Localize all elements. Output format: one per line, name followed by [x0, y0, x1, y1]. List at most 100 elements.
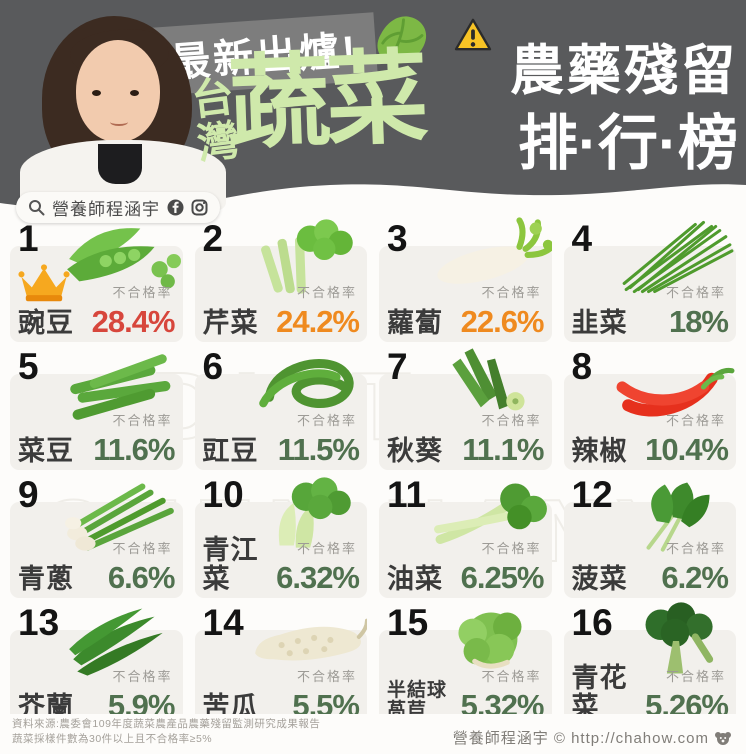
rank-cell-4: 4 不合格率 韭菜 18%: [563, 214, 736, 342]
rank-cell-12: 12 不合格率 菠菜 6.2%: [563, 470, 736, 598]
rate-label: 不合格率: [296, 541, 357, 556]
rank-number: 8: [571, 346, 593, 387]
header: 最新出爐! 台灣 蔬菜 農藥殘留 排·行·榜 營養師程涵宇: [0, 0, 746, 223]
broccoli-icon: [645, 602, 714, 674]
spinach-icon: [646, 482, 710, 552]
vegetable-name: 韭菜: [571, 307, 628, 338]
rape-icon: [433, 483, 547, 545]
rate-label: 不合格率: [481, 413, 542, 428]
rank-number: 1: [18, 218, 39, 259]
rate-label: 不合格率: [481, 541, 542, 556]
title-pesticide-residue: 農藥殘留: [510, 41, 738, 101]
rank-cell-1: 1 不合格率 豌豆 28.4%: [10, 214, 183, 342]
search-pill[interactable]: 營養師程涵宇: [16, 192, 220, 223]
source-line-2: 蔬菜採樣件數為30件以上且不合格率≥5%: [12, 733, 213, 746]
vegetable-card: 16 不合格率 青花菜 5.26%: [563, 602, 736, 726]
vegetable-card: 8 不合格率 辣椒 10.4%: [563, 348, 736, 470]
vegetable-card: 1 不合格率 豌豆 28.4%: [10, 220, 183, 342]
rank-cell-11: 11 不合格率 油菜 6.25%: [379, 470, 552, 598]
rate-label: 不合格率: [665, 669, 726, 684]
vegetable-card: 10 不合格率 青江菜 6.32%: [194, 476, 367, 598]
credit-line[interactable]: 營養師程涵宇 © http://chahow.com: [453, 727, 732, 748]
facebook-icon[interactable]: [167, 199, 184, 216]
vegetable-name: 菜豆: [18, 435, 74, 466]
rate-label: 不合格率: [296, 285, 357, 300]
vegetable-name: 豇豆: [202, 435, 259, 466]
rank-number: 12: [571, 474, 613, 515]
footer: 資料來源:農委會109年度蔬菜農產品農藥殘留監測研究成果報告 蔬菜採樣件數為30…: [0, 714, 746, 754]
vegetable-card: 6 不合格率 豇豆 11.5%: [194, 348, 367, 470]
vegetable-card: 3 不合格率 蘿蔔 22.6%: [379, 217, 552, 342]
rank-cell-2: 2 不合格率 芹菜 24.2%: [194, 214, 367, 342]
radish-icon: [436, 217, 552, 284]
rank-cell-10: 10 不合格率 青江菜 6.32%: [194, 470, 367, 598]
rate-value: 10.4%: [645, 432, 729, 467]
vegetable-name: 芹菜: [202, 307, 259, 338]
bok-choy-icon: [278, 477, 351, 548]
vegetable-name: 秋葵: [387, 435, 443, 466]
rate-value: 24.2%: [276, 304, 360, 339]
kale-icon: [68, 608, 163, 676]
rank-cell-15: 15 不合格率 半結球 萵苣 5.32%: [379, 598, 552, 726]
rank-number: 6: [202, 346, 224, 387]
rank-number: 11: [387, 474, 427, 515]
vegetable-card: 15 不合格率 半結球 萵苣 5.32%: [379, 604, 552, 726]
rank-cell-3: 3 不合格率 蘿蔔 22.6%: [379, 214, 552, 342]
vegetable-card: 13 不合格率 芥蘭 5.9%: [10, 604, 183, 726]
rank-number: 13: [18, 602, 60, 643]
ranking-grid-section: DIET CHEN HANY 1 不合格率 豌豆: [0, 212, 746, 726]
rate-label: 不合格率: [112, 413, 173, 428]
instagram-icon[interactable]: [191, 199, 208, 216]
pea-icon: [66, 228, 181, 289]
vegetable-name: 辣椒: [571, 435, 628, 466]
vegetable-card: 9 不合格率 青蔥 6.6%: [10, 476, 183, 598]
rank-number: 7: [387, 346, 408, 387]
rate-label: 不合格率: [296, 413, 357, 428]
search-icon: [29, 200, 45, 216]
rank-number: 10: [202, 474, 244, 515]
crown-icon: [18, 264, 70, 302]
rate-label: 不合格率: [481, 669, 542, 684]
rank-cell-13: 13 不合格率 芥蘭 5.9%: [10, 598, 183, 726]
rate-label: 不合格率: [481, 285, 542, 300]
rate-label: 不合格率: [296, 669, 357, 684]
celery-icon: [261, 219, 353, 294]
vegetable-card: 2 不合格率 芹菜 24.2%: [194, 219, 367, 342]
rate-value: 11.1%: [462, 432, 544, 467]
rank-cell-6: 6 不合格率 豇豆 11.5%: [194, 342, 367, 470]
dog-icon: [715, 731, 731, 745]
rank-number: 16: [571, 602, 613, 643]
rate-value: 11.6%: [93, 432, 175, 467]
rank-cell-16: 16 不合格率 青花菜 5.26%: [563, 598, 736, 726]
rate-label: 不合格率: [112, 541, 173, 556]
rate-value: 6.6%: [107, 560, 176, 595]
vegetable-name: 青花菜: [571, 663, 628, 722]
rate-label: 不合格率: [665, 413, 726, 428]
search-text: 營養師程涵宇: [52, 200, 160, 219]
warning-icon: [454, 18, 492, 51]
vegetable-name: 蘿蔔: [387, 307, 443, 338]
vegetable-card: 12 不合格率 菠菜 6.2%: [563, 476, 736, 598]
title-ranking: 排·行·榜: [518, 110, 738, 177]
rate-label: 不合格率: [112, 669, 173, 684]
vegetable-name: 豌豆: [18, 307, 74, 338]
rate-value: 22.6%: [460, 304, 545, 339]
rate-value: 6.32%: [276, 560, 360, 595]
lettuce-icon: [457, 612, 521, 669]
rate-value: 18%: [668, 304, 729, 339]
rate-value: 6.25%: [460, 560, 545, 595]
bitter-gourd-icon: [255, 618, 367, 661]
title-vegetables: 蔬菜: [226, 40, 426, 162]
rate-label: 不合格率: [665, 541, 726, 556]
rank-number: 14: [202, 602, 244, 643]
okra-icon: [451, 348, 525, 411]
vegetable-name: 菠菜: [571, 563, 628, 594]
rank-cell-9: 9 不合格率 青蔥 6.6%: [10, 470, 183, 598]
chili-icon: [616, 367, 735, 417]
vegetable-card: 5 不合格率 菜豆 11.6%: [10, 348, 183, 470]
rate-value: 28.4%: [91, 304, 176, 339]
credit-text: 營養師程涵宇 © http://chahow.com: [452, 730, 709, 747]
rank-cell-8: 8 不合格率 辣椒 10.4%: [563, 342, 736, 470]
lettuce-leaf-icon: [377, 16, 427, 64]
rate-label: 不合格率: [665, 285, 726, 300]
